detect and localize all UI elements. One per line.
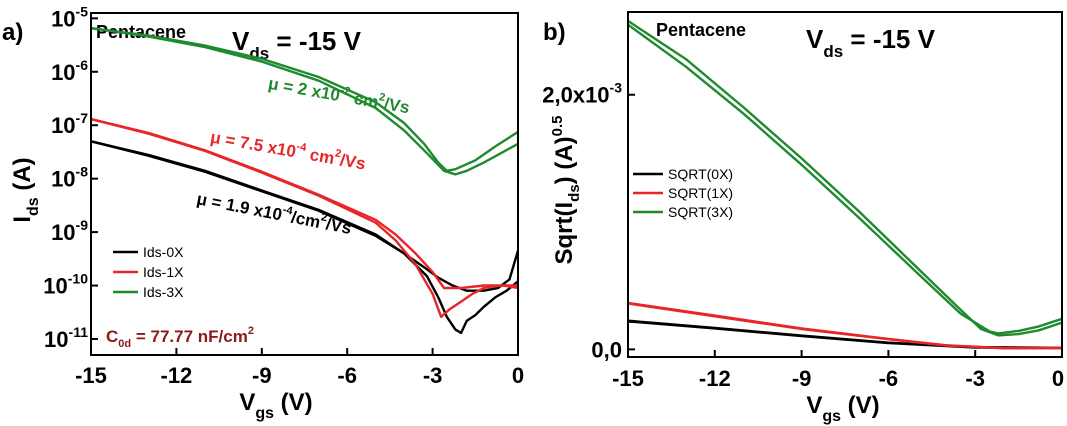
series-ids-3x-forward [90, 27, 519, 172]
panel-a-y-ticks: 10-11 10-10 10-9 10-8 10-7 10-6 10-5 [43, 3, 98, 352]
panel-b-x-axis-title: Vgs (V) [806, 392, 879, 425]
x-tick-label: -9 [792, 366, 812, 391]
svg-text:μ = 2 x10-2 cm2/Vs: μ = 2 x10-2 cm2/Vs [267, 72, 412, 118]
series-sqrt-3x-reverse [627, 19, 1063, 337]
panel-b-vds-label: Vds = -15 V [806, 24, 936, 61]
y-tick-label: 10-9 [51, 217, 88, 245]
series-sqrt-3x-forward [627, 23, 1063, 335]
x-tick-label: -12 [161, 363, 193, 388]
y-tick-label: 10-7 [51, 110, 88, 138]
x-tick-label: -9 [252, 363, 272, 388]
panel-b-y-axis-title: Sqrt(Ids) (A)0.5 [549, 115, 583, 264]
y-tick-label: 2,0x10-3 [542, 80, 622, 108]
panel-a: a) Pentacene Vds = -15 V -15 -12 -9 -6 -3 0 1… [2, 3, 524, 422]
panel-a-series [90, 26, 520, 335]
legend-label-ids-0x: Ids-0X [143, 244, 184, 260]
annotation-capacitance: C0d = 77.77 nF/cm2 [106, 325, 254, 350]
legend-label-sqrt-0x: SQRT(0X) [668, 166, 733, 182]
panel-a-x-ticks: -15 -12 -9 -6 -3 0 [75, 348, 524, 388]
y-tick-label: 10-11 [44, 324, 88, 352]
legend-label-ids-1x: Ids-1X [143, 264, 184, 280]
panel-a-x-axis-title: Vgs (V) [239, 389, 312, 422]
legend-label-sqrt-1x: SQRT(1X) [668, 185, 733, 201]
panel-b-y-ticks: 0,0 2,0x10-3 [542, 80, 635, 362]
x-tick-label: 0 [1052, 366, 1064, 391]
x-tick-label: -6 [879, 366, 899, 391]
panel-b-label: b) [543, 19, 566, 46]
x-tick-label: -3 [965, 366, 985, 391]
panel-a-frame [90, 12, 519, 356]
panel-b-legend: SQRT(0X) SQRT(1X) SQRT(3X) [633, 166, 733, 220]
series-ids-3x-reverse [90, 26, 519, 176]
panel-a-legend: Ids-0X Ids-1X Ids-3X [113, 244, 184, 300]
x-tick-label: -3 [423, 363, 443, 388]
panel-b-series [627, 19, 1063, 350]
annotation-red-mobility: μ = 7.5 x10-4 cm2/Vs [209, 126, 367, 174]
svg-text:μ = 7.5 x10-4 cm2/Vs: μ = 7.5 x10-4 cm2/Vs [209, 126, 367, 174]
panel-b-frame [627, 11, 1063, 358]
legend-label-sqrt-3x: SQRT(3X) [668, 204, 733, 220]
panel-b-material: Pentacene [656, 20, 746, 40]
x-tick-label: -12 [699, 366, 731, 391]
y-tick-label: 10-5 [51, 3, 88, 31]
series-ids-1x-reverse [90, 117, 519, 290]
panel-a-y-axis-title: Ids (A) [9, 157, 42, 222]
x-tick-label: -15 [75, 363, 107, 388]
y-tick-label: 0,0 [591, 337, 622, 362]
x-tick-label: -6 [337, 363, 357, 388]
y-tick-label: 10-10 [43, 271, 88, 299]
annotation-green-mobility: μ = 2 x10-2 cm2/Vs [267, 72, 412, 118]
y-tick-label: 10-6 [51, 57, 88, 85]
panel-a-label: a) [2, 19, 23, 46]
panel-b-x-ticks: -15 -12 -9 -6 -3 0 [612, 350, 1064, 391]
legend-label-ids-3x: Ids-3X [143, 284, 184, 300]
x-tick-label: -15 [612, 366, 644, 391]
series-sqrt-1x-reverse [627, 301, 1063, 350]
y-tick-label: 10-8 [51, 164, 88, 192]
series-ids-0x-reverse [90, 140, 520, 292]
x-tick-label: 0 [512, 363, 524, 388]
panel-b: b) Pentacene Vds = -15 V -15 -12 -9 -6 -3 0 0… [542, 11, 1064, 425]
